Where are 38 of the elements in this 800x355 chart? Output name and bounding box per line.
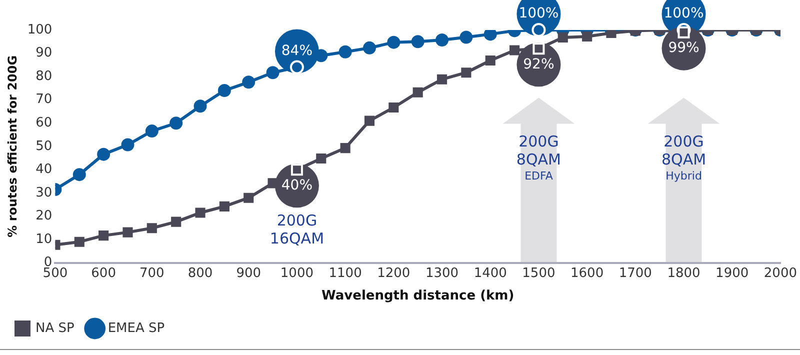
annotation: 99%	[668, 40, 700, 56]
x-tick-label: 1200	[377, 266, 410, 281]
y-tick-label: 100	[27, 22, 52, 38]
legend-label: NA SP	[36, 320, 74, 336]
annotation: 100%	[518, 6, 559, 22]
x-tick-label: 1500	[522, 266, 556, 281]
x-tick-label: 600	[91, 266, 116, 281]
x-axis-title: Wavelength distance (km)	[322, 288, 514, 304]
annotation: 40%	[281, 177, 313, 194]
x-tick-label: 1400	[474, 266, 507, 281]
x-tick-label: 1800	[667, 266, 700, 281]
x-tick-label: 1300	[425, 266, 459, 281]
annotation: 200G 8QAM Hybrid	[661, 132, 706, 183]
x-tick-label: 700	[140, 266, 164, 281]
legend-label: EMEA SP	[108, 320, 165, 336]
x-tick-label: 1700	[618, 266, 652, 281]
x-tick-label: 800	[188, 266, 213, 281]
y-tick-label: 50	[36, 138, 52, 154]
annotation: 92%	[523, 56, 554, 72]
y-tick-label: 70	[36, 92, 52, 108]
annotation: 200G 16QAM	[270, 212, 324, 248]
y-tick-label: 10	[36, 232, 52, 247]
y-tick-label: 20	[36, 208, 52, 224]
x-tick-label: 2000	[764, 266, 798, 281]
x-tick-label: 900	[236, 266, 262, 281]
x-tick-label: 1900	[716, 266, 749, 281]
x-tick-label: 1100	[328, 266, 362, 281]
y-tick-label: 30	[36, 185, 52, 200]
annotation: 100%	[664, 6, 704, 22]
x-tick-label: 1600	[570, 266, 604, 281]
x-tick-label: 1000	[280, 266, 314, 281]
annotation: 84%	[281, 42, 313, 59]
y-tick-label: 60	[36, 115, 52, 130]
y-tick-label: 40	[36, 162, 52, 178]
y-tick-label: 90	[36, 46, 52, 61]
y-tick-label: 80	[36, 68, 52, 84]
annotation: 200G 8QAM EDFA	[516, 132, 561, 183]
y-axis-title: % routes efficient for 200G	[5, 55, 20, 238]
